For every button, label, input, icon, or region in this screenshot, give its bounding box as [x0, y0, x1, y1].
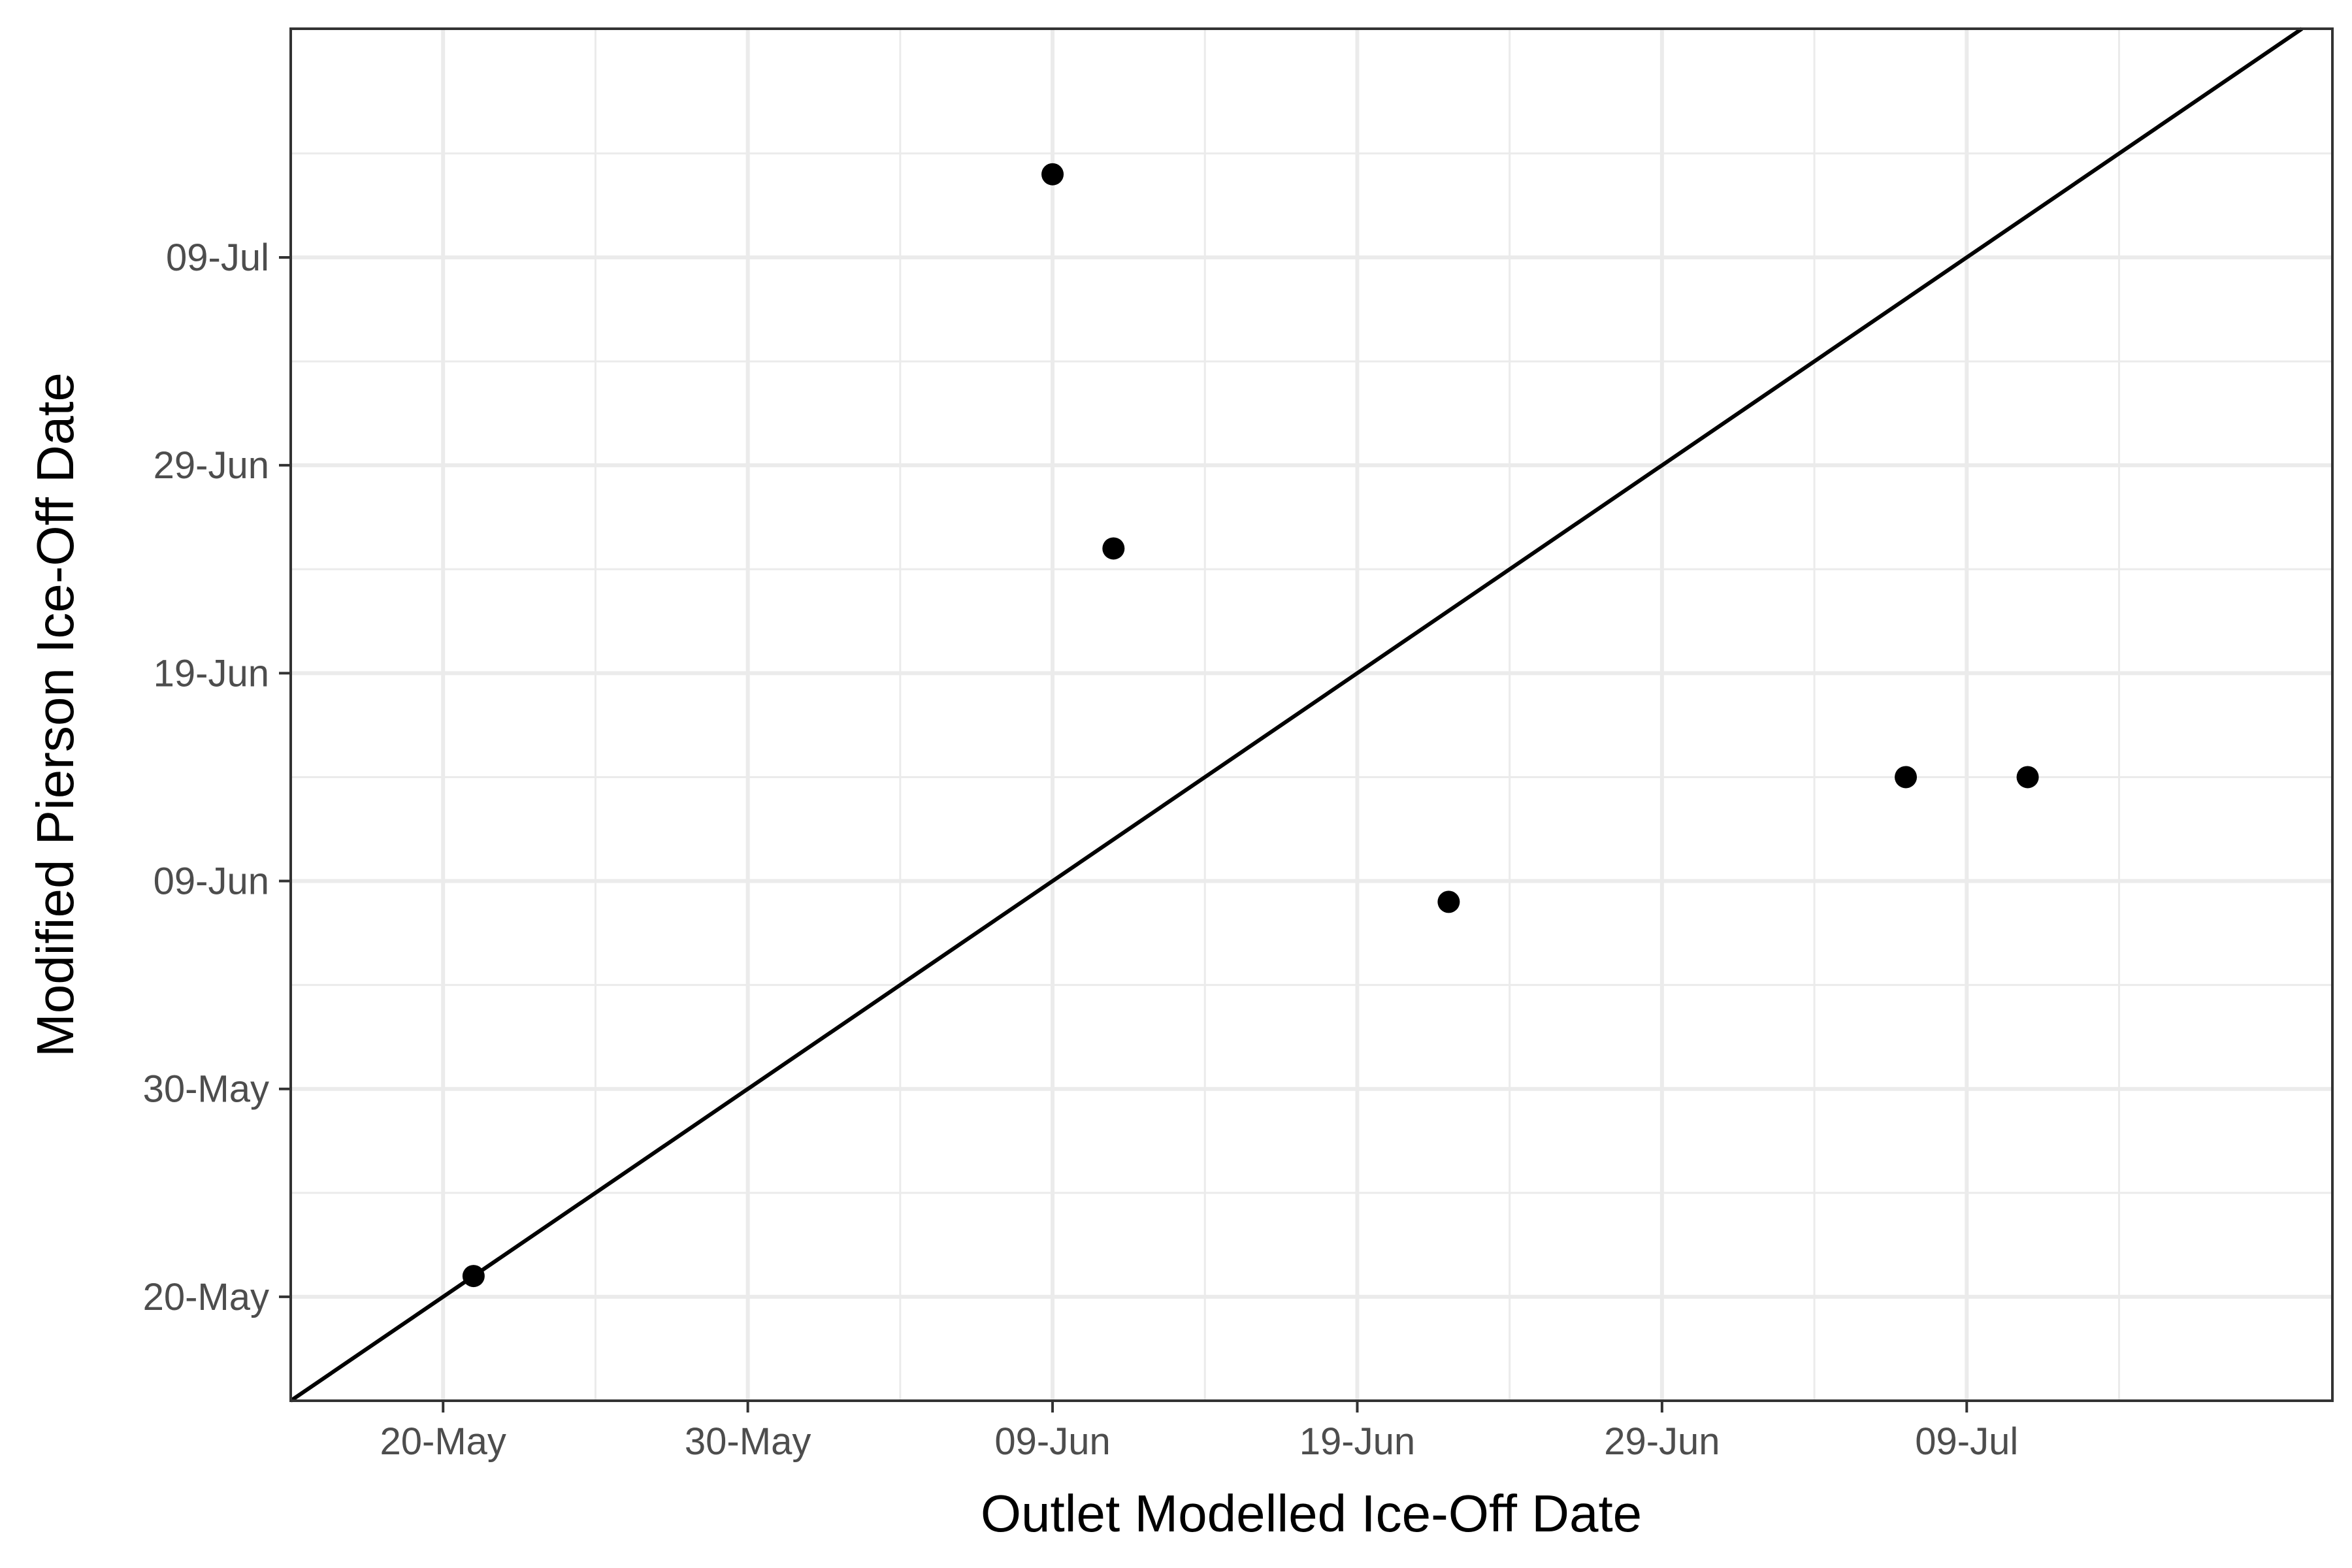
data-point [1102, 537, 1125, 560]
data-point [1041, 163, 1064, 186]
y-tick-label: 20-May [143, 1276, 269, 1318]
y-tick-label: 09-Jun [154, 860, 269, 903]
x-tick-label: 30-May [685, 1420, 811, 1463]
y-tick-label: 19-Jun [154, 652, 269, 694]
x-tick-label: 20-May [380, 1420, 506, 1463]
x-tick-label: 29-Jun [1604, 1420, 1720, 1463]
data-point [1437, 890, 1460, 913]
x-tick-label: 09-Jul [1915, 1420, 2018, 1463]
data-points [462, 163, 2039, 1288]
x-axis-title: Outlet Modelled Ice-Off Date [981, 1484, 1642, 1543]
y-tick-label: 29-Jun [154, 444, 269, 487]
grid-lines [289, 29, 2332, 1402]
y-axis-title: Modified Pierson Ice-Off Date [26, 372, 84, 1057]
data-point [1895, 766, 1918, 789]
data-point [2016, 766, 2039, 789]
data-point [462, 1265, 485, 1288]
x-tick-label: 19-Jun [1299, 1420, 1415, 1463]
plot-panel-border [289, 27, 2334, 1402]
x-tick-label: 09-Jun [994, 1420, 1110, 1463]
axes: 20-May 30-May 09-Jun 19-Jun 29-Jun 09-Jul 20-M… [143, 237, 2019, 1463]
y-tick-label: 09-Jul [166, 237, 269, 279]
y-tick-label: 30-May [143, 1068, 269, 1111]
reference-line-layer [289, 27, 2304, 1403]
identity-line [289, 27, 2304, 1403]
